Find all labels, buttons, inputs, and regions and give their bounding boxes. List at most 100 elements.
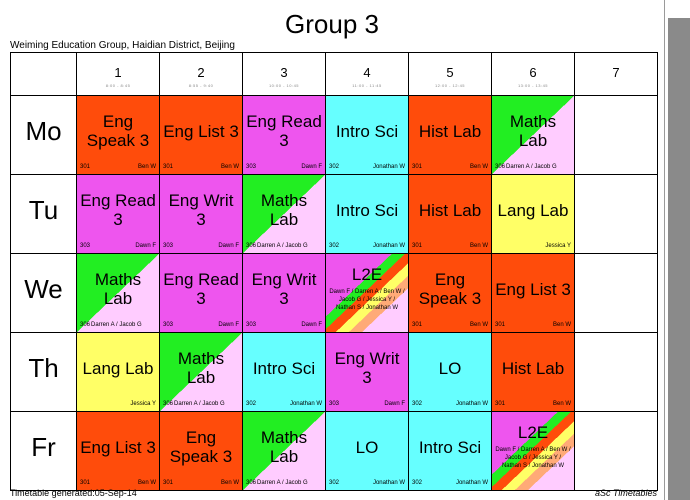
- lesson-teacher: Jonathan W: [372, 243, 405, 249]
- lesson-background: [326, 412, 408, 490]
- lesson-cell[interactable]: LO 302 Jonathan W: [409, 333, 492, 412]
- lesson-teacher: Ben W: [137, 164, 156, 170]
- lesson-cell[interactable]: Eng Speak 3 301 Ben W: [409, 254, 492, 333]
- lesson-background: [326, 175, 408, 253]
- lesson-subject: Eng Writ 3: [168, 191, 234, 229]
- lesson-cell[interactable]: Eng Writ 3 303 Dawn F: [160, 175, 243, 254]
- lesson-background: [243, 175, 325, 253]
- period-number: 4: [363, 65, 371, 80]
- lesson-teacher: Ben W: [220, 164, 239, 170]
- lesson-subject: Eng Speak 3: [169, 428, 233, 466]
- lesson-subject: Eng Writ 3: [251, 270, 317, 308]
- lesson-cell[interactable]: Eng List 3 301 Ben W: [492, 254, 575, 333]
- lesson-subject: Hist Lab: [418, 200, 482, 220]
- period-time: 13:00 - 13:45: [517, 83, 549, 88]
- lesson-cell[interactable]: Maths Lab 306 Darren A / Jacob G: [243, 412, 326, 491]
- lesson-subject: Eng Read 3: [163, 270, 239, 308]
- lesson-room: 302: [246, 401, 257, 407]
- lesson-background: [160, 412, 242, 490]
- day-label: Th: [28, 353, 59, 383]
- lesson-teacher: Jonathan W: [372, 164, 405, 170]
- page-edge-line: [664, 0, 665, 500]
- lesson-background: [492, 333, 574, 411]
- lesson-subject: Eng Writ 3: [334, 349, 400, 387]
- period-header-5: 5 12:00 - 12:45: [409, 53, 492, 96]
- lesson-teacher: Dawn F: [301, 164, 322, 170]
- lesson-cell[interactable]: Eng Read 3 303 Dawn F: [160, 254, 243, 333]
- lesson-cell[interactable]: L2E Dawn F / Darren A / Ben W / Jacob G /…: [492, 412, 575, 491]
- lesson-cell[interactable]: Hist Lab 301 Ben W: [409, 96, 492, 175]
- lesson-room: 303: [329, 401, 340, 407]
- lesson-cell[interactable]: Eng Speak 3 301 Ben W: [160, 412, 243, 491]
- lesson-background: [409, 412, 491, 490]
- lesson-room: 302: [412, 401, 423, 407]
- lesson-cell[interactable]: Eng Writ 3 303 Dawn F: [326, 333, 409, 412]
- lesson-background: [409, 254, 491, 332]
- period-number: 7: [612, 65, 620, 80]
- lesson-subject: Hist Lab: [418, 121, 482, 141]
- lesson-teacher: Ben W: [552, 401, 571, 407]
- lesson-room: 306: [80, 322, 91, 328]
- period-number: 5: [446, 65, 454, 80]
- period-time: 8:00 - 8:45: [105, 83, 131, 88]
- lesson-teacher: Ben W: [220, 480, 239, 486]
- lesson-cell[interactable]: Maths Lab 306 Darren A / Jacob G: [492, 96, 575, 175]
- lesson-background: [409, 333, 491, 411]
- window-scrollbar[interactable]: [668, 18, 690, 500]
- lesson-cell[interactable]: Intro Sci 302 Jonathan W: [409, 412, 492, 491]
- lesson-subject: LO: [355, 437, 379, 457]
- lesson-cell[interactable]: Maths Lab 306 Darren A / Jacob G: [77, 254, 160, 333]
- lesson-subject: Eng Read 3: [80, 191, 156, 229]
- lesson-room: 303: [246, 164, 257, 170]
- lesson-room: 302: [329, 480, 340, 486]
- lesson-teacher: Darren A / Jacob G: [174, 401, 225, 407]
- lesson-subject: Maths Lab: [177, 349, 225, 387]
- lesson-cell[interactable]: Maths Lab 306 Darren A / Jacob G: [243, 175, 326, 254]
- lesson-cell[interactable]: LO 302 Jonathan W: [326, 412, 409, 491]
- lesson-teacher: Darren A / Jacob G: [91, 322, 142, 328]
- lesson-background: [492, 175, 574, 253]
- lesson-background: [160, 333, 242, 411]
- lesson-cell[interactable]: Maths Lab 306 Darren A / Jacob G: [160, 333, 243, 412]
- lesson-cell[interactable]: Intro Sci 302 Jonathan W: [326, 96, 409, 175]
- lesson-teacher: Ben W: [469, 164, 488, 170]
- lesson-cell[interactable]: Intro Sci 302 Jonathan W: [326, 175, 409, 254]
- lesson-teacher: Dawn F: [218, 243, 239, 249]
- lesson-background: [77, 412, 159, 490]
- lesson-subject: Eng List 3: [80, 437, 156, 457]
- lesson-background: [77, 96, 159, 174]
- lesson-cell[interactable]: Hist Lab 301 Ben W: [409, 175, 492, 254]
- day-label: We: [24, 274, 63, 304]
- lesson-cell[interactable]: Intro Sci 302 Jonathan W: [243, 333, 326, 412]
- period-time: 11:00 - 11:45: [352, 83, 382, 88]
- lesson-room: 301: [412, 243, 423, 249]
- period-time: 10:00 - 10:45: [268, 83, 300, 88]
- lesson-background: [326, 96, 408, 174]
- lesson-cell[interactable]: Eng Speak 3 301 Ben W: [77, 96, 160, 175]
- lesson-teachers: Dawn F / Darren A / Ben W / Jacob G / Je…: [495, 447, 571, 469]
- lesson-background: [409, 175, 491, 253]
- lesson-background: [77, 175, 159, 253]
- lesson-teacher: Dawn F: [218, 322, 239, 328]
- empty-cell: [575, 175, 658, 254]
- lesson-subject: Eng Speak 3: [418, 270, 482, 308]
- day-header-tu: Tu: [11, 175, 77, 254]
- empty-cell: [575, 333, 658, 412]
- lesson-room: 301: [495, 322, 506, 328]
- lesson-cell[interactable]: Eng List 3 301 Ben W: [77, 412, 160, 491]
- lesson-cell[interactable]: Lang Lab Jessica Y: [77, 333, 160, 412]
- lesson-cell[interactable]: Eng Read 3 303 Dawn F: [77, 175, 160, 254]
- lesson-cell[interactable]: Eng Writ 3 303 Dawn F: [243, 254, 326, 333]
- lesson-cell[interactable]: Lang Lab Jessica Y: [492, 175, 575, 254]
- timetable-grid: 1 8:00 - 8:45 2 8:55 - 9:40 3 10:00 - 10:45 4 1…: [10, 52, 658, 491]
- lesson-teacher: Jonathan W: [289, 401, 322, 407]
- lesson-cell[interactable]: Hist Lab 301 Ben W: [492, 333, 575, 412]
- lesson-cell[interactable]: L2E Dawn F / Darren A / Ben W / Jacob G /…: [326, 254, 409, 333]
- lesson-cell[interactable]: Eng List 3 301 Ben W: [160, 96, 243, 175]
- lesson-background: [326, 254, 408, 332]
- grid-corner: [11, 53, 77, 96]
- period-number: 6: [529, 65, 537, 80]
- lesson-cell[interactable]: Eng Read 3 303 Dawn F: [243, 96, 326, 175]
- period-header-7: 7: [575, 53, 658, 96]
- lesson-teacher: Dawn F: [301, 322, 322, 328]
